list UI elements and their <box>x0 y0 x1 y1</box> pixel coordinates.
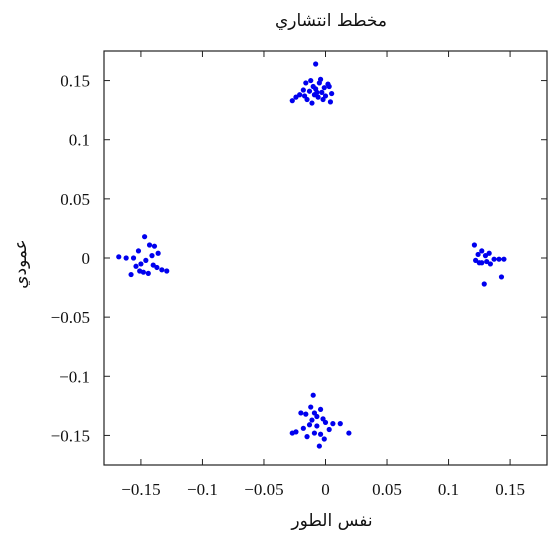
scatter-point <box>486 250 492 256</box>
chart-title: مخطط انتشاري <box>275 11 387 31</box>
y-axis-label: عمودي <box>11 239 31 289</box>
scatter-point <box>308 404 314 410</box>
scatter-point <box>303 411 309 417</box>
scatter-point <box>308 77 314 84</box>
x-tick-label: 0 <box>321 480 330 499</box>
y-tick-labels: 0.15 0.1 0.05 0 −0.05 −0.1 −0.15 <box>51 72 90 446</box>
scatter-point <box>337 421 343 427</box>
scatter-point <box>498 274 505 280</box>
scatter-point <box>321 436 327 442</box>
x-tick-labels: −0.15 −0.1 −0.05 0 0.05 0.1 0.15 <box>121 480 525 499</box>
scatter-point <box>137 268 143 274</box>
scatter-point <box>346 430 352 436</box>
scatter-point <box>317 431 324 437</box>
plot-frame <box>103 50 548 466</box>
x-tick-label: −0.1 <box>187 480 218 499</box>
scatter-point <box>310 392 316 398</box>
scatter-point <box>133 263 139 269</box>
scatter-point <box>501 256 507 262</box>
scatter-point <box>321 85 327 91</box>
y-tick-label: 0.05 <box>60 190 90 209</box>
y-tick-label: 0.1 <box>69 131 90 150</box>
scatter-point <box>151 243 158 249</box>
x-tick-label: −0.15 <box>121 480 160 499</box>
scatter-point <box>306 422 313 428</box>
scatter-point <box>496 256 502 262</box>
scatter-point <box>475 251 481 258</box>
scatter-point <box>149 253 155 259</box>
scatter-point <box>309 417 315 423</box>
scatter-point <box>487 261 493 267</box>
scatter-point <box>130 255 137 261</box>
scatter-point <box>128 271 134 278</box>
scatter-point <box>316 443 322 449</box>
scatter-point <box>314 413 320 420</box>
scatter-point <box>301 93 308 99</box>
x-tick-label: 0.1 <box>438 480 459 499</box>
scatter-point <box>327 99 334 105</box>
scatter-point <box>473 257 479 263</box>
scatter-point <box>142 234 148 240</box>
scatter-point <box>317 406 324 413</box>
scatter-point <box>313 61 319 67</box>
scatter-point <box>476 260 482 266</box>
x-tick-label: 0.05 <box>372 480 402 499</box>
scatter-point <box>303 80 309 86</box>
scatter-point <box>326 426 332 433</box>
x-tick-label: −0.05 <box>244 480 283 499</box>
x-axis-label: نفس الطور <box>290 511 372 531</box>
scatter-point <box>311 430 318 436</box>
scatter-point <box>297 92 303 98</box>
scatter-point <box>116 254 122 260</box>
scatter-point <box>319 89 325 95</box>
scatter-point <box>306 88 313 94</box>
scatter-point <box>155 250 161 256</box>
scatter-point <box>330 421 336 427</box>
scatter-point <box>322 93 329 99</box>
scatter-point <box>484 258 490 265</box>
scatter-point <box>325 81 331 87</box>
scatter-point <box>491 256 497 262</box>
y-tick-label: −0.1 <box>59 367 90 386</box>
scatter-point <box>316 80 322 86</box>
scatter-point <box>143 257 149 263</box>
scatter-point <box>311 92 318 98</box>
scatter-point <box>150 262 156 268</box>
scatter-point <box>329 90 335 97</box>
data-points <box>116 61 507 449</box>
scatter-point <box>322 419 329 426</box>
scatter-point <box>479 248 485 254</box>
scatter-point <box>145 270 151 276</box>
scatter-point <box>289 430 295 436</box>
scatter-point <box>481 281 487 287</box>
scatter-point <box>314 423 320 429</box>
scatter-point <box>315 94 321 100</box>
scatter-point <box>135 248 142 254</box>
axis-ticks <box>104 51 547 465</box>
scatter-point <box>298 410 304 416</box>
y-tick-label: −0.05 <box>51 308 90 327</box>
scatter-point <box>159 267 165 273</box>
scatter-point <box>154 264 160 271</box>
scatter-point <box>123 255 129 261</box>
scatter-point <box>138 261 144 267</box>
scatter-point <box>304 434 310 440</box>
scatter-point <box>309 100 315 106</box>
scatter-point <box>146 242 153 248</box>
y-tick-label: −0.15 <box>51 426 90 445</box>
scatter-point <box>293 94 299 100</box>
y-tick-label: 0 <box>82 249 91 268</box>
scatter-point <box>289 98 295 104</box>
x-tick-label: 0.15 <box>495 480 525 499</box>
scatter-point <box>300 425 306 431</box>
scatter-point <box>300 87 306 93</box>
scatter-point <box>164 268 170 274</box>
y-tick-label: 0.15 <box>60 72 90 91</box>
scatter-point <box>471 242 477 248</box>
scatter-point <box>313 86 319 92</box>
scatter-point <box>482 253 489 259</box>
